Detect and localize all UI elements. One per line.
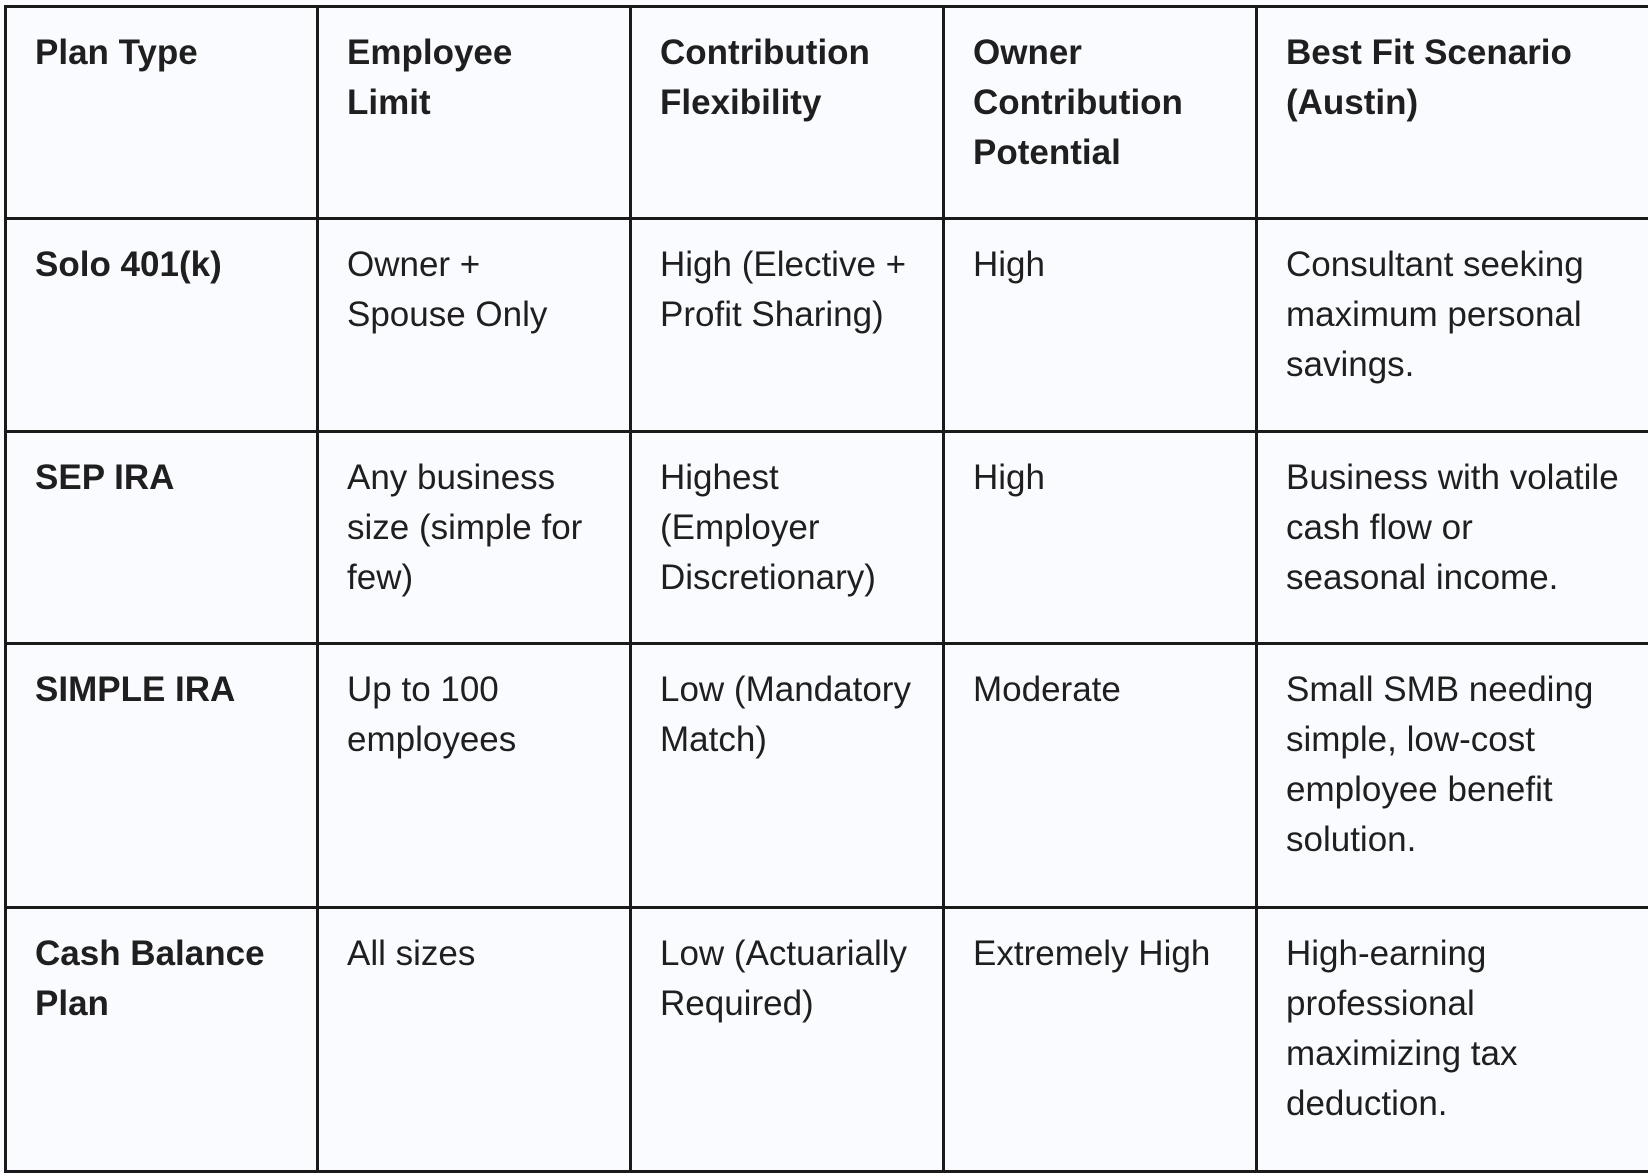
- contribution-flexibility-cell: Low (Mandatory Match): [631, 644, 944, 908]
- best-fit-scenario-cell: Business with volatile cash flow or seas…: [1257, 432, 1648, 644]
- owner-contribution-cell: High: [944, 432, 1257, 644]
- header-contribution-flexibility: Contribution Flexibility: [631, 7, 944, 219]
- employee-limit-cell: Any business size (simple for few): [318, 432, 631, 644]
- header-plan-type: Plan Type: [6, 7, 318, 219]
- owner-contribution-cell: Moderate: [944, 644, 1257, 908]
- owner-contribution-cell: High: [944, 219, 1257, 432]
- plan-type-cell: SEP IRA: [6, 432, 318, 644]
- table-header-row: Plan Type Employee Limit Contribution Fl…: [6, 7, 1648, 219]
- table-row: Cash Balance Plan All sizes Low (Actuari…: [6, 908, 1648, 1172]
- employee-limit-cell: Owner + Spouse Only: [318, 219, 631, 432]
- table-row: Solo 401(k) Owner + Spouse Only High (El…: [6, 219, 1648, 432]
- contribution-flexibility-cell: High (Elective + Profit Sharing): [631, 219, 944, 432]
- owner-contribution-cell: Extremely High: [944, 908, 1257, 1172]
- header-owner-contribution-potential: Owner Contribution Potential: [944, 7, 1257, 219]
- contribution-flexibility-cell: Low (Actuarially Required): [631, 908, 944, 1172]
- retirement-plan-comparison-table: Plan Type Employee Limit Contribution Fl…: [4, 5, 1648, 1173]
- plan-type-cell: Solo 401(k): [6, 219, 318, 432]
- employee-limit-cell: Up to 100 employees: [318, 644, 631, 908]
- best-fit-scenario-cell: Small SMB needing simple, low-cost emplo…: [1257, 644, 1648, 908]
- contribution-flexibility-cell: Highest (Employer Discretionary): [631, 432, 944, 644]
- header-best-fit-scenario: Best Fit Scenario (Austin): [1257, 7, 1648, 219]
- best-fit-scenario-cell: High-earning professional maximizing tax…: [1257, 908, 1648, 1172]
- header-employee-limit: Employee Limit: [318, 7, 631, 219]
- table-row: SEP IRA Any business size (simple for fe…: [6, 432, 1648, 644]
- plan-type-cell: Cash Balance Plan: [6, 908, 318, 1172]
- table-row: SIMPLE IRA Up to 100 employees Low (Mand…: [6, 644, 1648, 908]
- plan-type-cell: SIMPLE IRA: [6, 644, 318, 908]
- employee-limit-cell: All sizes: [318, 908, 631, 1172]
- best-fit-scenario-cell: Consultant seeking maximum personal savi…: [1257, 219, 1648, 432]
